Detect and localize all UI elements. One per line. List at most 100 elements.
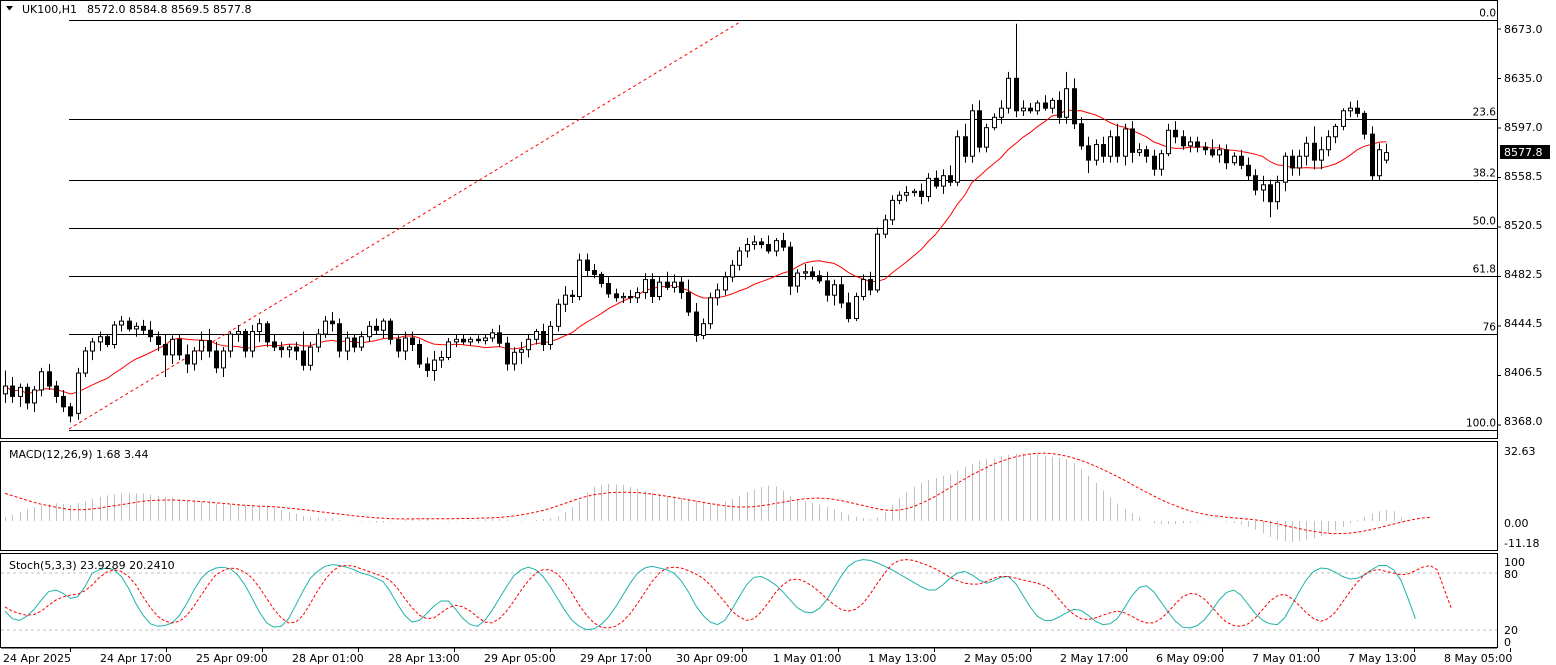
fibonacci-retracement[interactable]: 0.0 23.6 38.2 50.0 61.8 76 100.0 xyxy=(69,8,1497,431)
candle-body-bear xyxy=(585,259,590,271)
candle xyxy=(810,266,815,280)
fib-level-label: 61.8 xyxy=(1473,264,1496,276)
dashed-trendline[interactable] xyxy=(68,21,741,430)
fib-level-label: 0.0 xyxy=(1479,8,1496,20)
candle xyxy=(1290,149,1295,176)
candle-body-bull xyxy=(345,337,350,352)
candle xyxy=(1232,152,1237,166)
candle xyxy=(963,123,968,163)
candle xyxy=(403,331,408,361)
candle-body-bear xyxy=(1195,141,1200,148)
candle-body-bear xyxy=(1210,149,1215,156)
stochastic-axis-label: 20 xyxy=(1504,624,1518,637)
candle xyxy=(1224,144,1229,170)
candle xyxy=(948,165,953,187)
candle-body-bull xyxy=(672,281,677,288)
time-axis-label: 2 May 17:00 xyxy=(1060,652,1128,665)
candle-body-bull xyxy=(512,351,517,365)
candle xyxy=(1304,136,1309,166)
candle xyxy=(1253,169,1258,196)
candle xyxy=(788,241,793,296)
candle-body-bear xyxy=(1115,136,1120,157)
candle-body-bull xyxy=(715,289,720,299)
candle-body-bull xyxy=(577,259,582,297)
candle-body-bear xyxy=(1130,128,1135,153)
stochastic-signal-line xyxy=(4,559,1453,629)
candle-body-bull xyxy=(490,332,495,339)
candle xyxy=(585,253,590,277)
candle xyxy=(476,335,481,344)
candle-body-bull xyxy=(737,250,742,266)
fib-level-label: 23.6 xyxy=(1473,107,1497,119)
time-axis-label: 30 Apr 09:00 xyxy=(676,652,748,665)
candle xyxy=(330,312,335,332)
candle xyxy=(265,321,270,348)
candle xyxy=(25,383,30,410)
candle xyxy=(1021,100,1026,116)
candle-body-bear xyxy=(1072,88,1077,125)
candle xyxy=(396,335,401,358)
candle xyxy=(1079,117,1084,150)
candle-body-bear xyxy=(1246,164,1251,177)
candle-body-bear xyxy=(1290,155,1295,169)
candle xyxy=(83,347,88,377)
candle xyxy=(1348,101,1353,118)
candle xyxy=(1377,143,1382,181)
candle xyxy=(287,344,292,358)
candle xyxy=(839,276,844,309)
current-price-label: 8577.8 xyxy=(1504,146,1543,159)
macd-title: MACD(12,26,9) 1.68 3.44 xyxy=(9,448,149,461)
price-panel[interactable]: 0.0 23.6 38.2 50.0 61.8 76 100.0 UK100,H1 8572… xyxy=(0,0,1551,439)
candle-body-bear xyxy=(810,271,815,277)
candle-body-bull xyxy=(861,279,866,297)
candle xyxy=(199,331,204,361)
symbol-header: UK100,H1 8572.0 8584.8 8569.5 8577.8 xyxy=(6,3,251,16)
candle xyxy=(774,238,779,257)
time-axis-label: 7 May 01:00 xyxy=(1252,652,1320,665)
price-axis[interactable]: 8673.0 8635.0 8597.0 8558.5 8520.5 8482.… xyxy=(1497,23,1543,428)
candle xyxy=(272,334,277,351)
candle xyxy=(185,344,190,374)
candle xyxy=(156,331,161,351)
candle-body-bull xyxy=(708,297,713,325)
candle-body-bear xyxy=(1253,175,1258,191)
candle-body-bear xyxy=(679,281,684,294)
candle xyxy=(1268,179,1273,218)
candle-body-bull xyxy=(1348,107,1353,112)
candle-body-bull xyxy=(287,346,292,351)
candle-body-bull xyxy=(323,320,328,335)
candle-body-bull xyxy=(439,356,444,361)
candle-body-bear xyxy=(570,294,575,297)
candle-body-bull xyxy=(1137,149,1142,153)
candle xyxy=(635,287,640,303)
candle xyxy=(599,271,604,288)
candle xyxy=(1159,149,1164,176)
candle-body-bear xyxy=(127,320,132,330)
candle-body-bear xyxy=(1181,136,1186,147)
time-axis-label: 28 Apr 01:00 xyxy=(292,652,364,665)
candle xyxy=(439,350,444,368)
candle xyxy=(243,328,248,358)
candle xyxy=(1384,143,1389,164)
candle xyxy=(337,318,342,358)
candle-body-bear xyxy=(10,385,15,397)
triangle-down-icon[interactable] xyxy=(6,6,13,11)
candle-body-bull xyxy=(519,349,524,353)
candle-body-bull xyxy=(745,244,750,252)
candle xyxy=(534,328,539,345)
candle xyxy=(483,334,488,345)
candle xyxy=(694,302,699,342)
candle xyxy=(446,338,451,361)
candle-body-bull xyxy=(657,281,662,297)
time-axis[interactable]: 24 Apr 2025 24 Apr 17:00 25 Apr 09:00 28… xyxy=(1,647,1512,665)
moving-average xyxy=(4,109,1387,395)
macd-panel[interactable]: MACD(12,26,9) 1.68 3.44 32.63 0.00 -11.1… xyxy=(0,441,1540,551)
candle-body-bear xyxy=(1268,184,1273,203)
candle xyxy=(279,341,284,358)
candle xyxy=(1370,126,1375,181)
candle-body-bull xyxy=(832,284,837,296)
candle-body-bear xyxy=(207,340,212,352)
candle-body-bull xyxy=(18,386,23,397)
candle-body-bear xyxy=(337,323,342,352)
